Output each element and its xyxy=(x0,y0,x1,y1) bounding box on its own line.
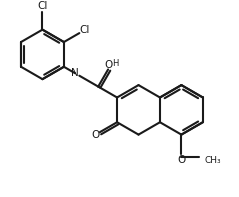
Text: O: O xyxy=(92,130,100,140)
Text: N: N xyxy=(71,68,79,78)
Text: O: O xyxy=(177,155,185,165)
Text: H: H xyxy=(112,59,119,68)
Text: Cl: Cl xyxy=(79,25,90,35)
Text: O: O xyxy=(104,60,113,70)
Text: CH₃: CH₃ xyxy=(204,156,221,165)
Text: Cl: Cl xyxy=(37,1,48,11)
